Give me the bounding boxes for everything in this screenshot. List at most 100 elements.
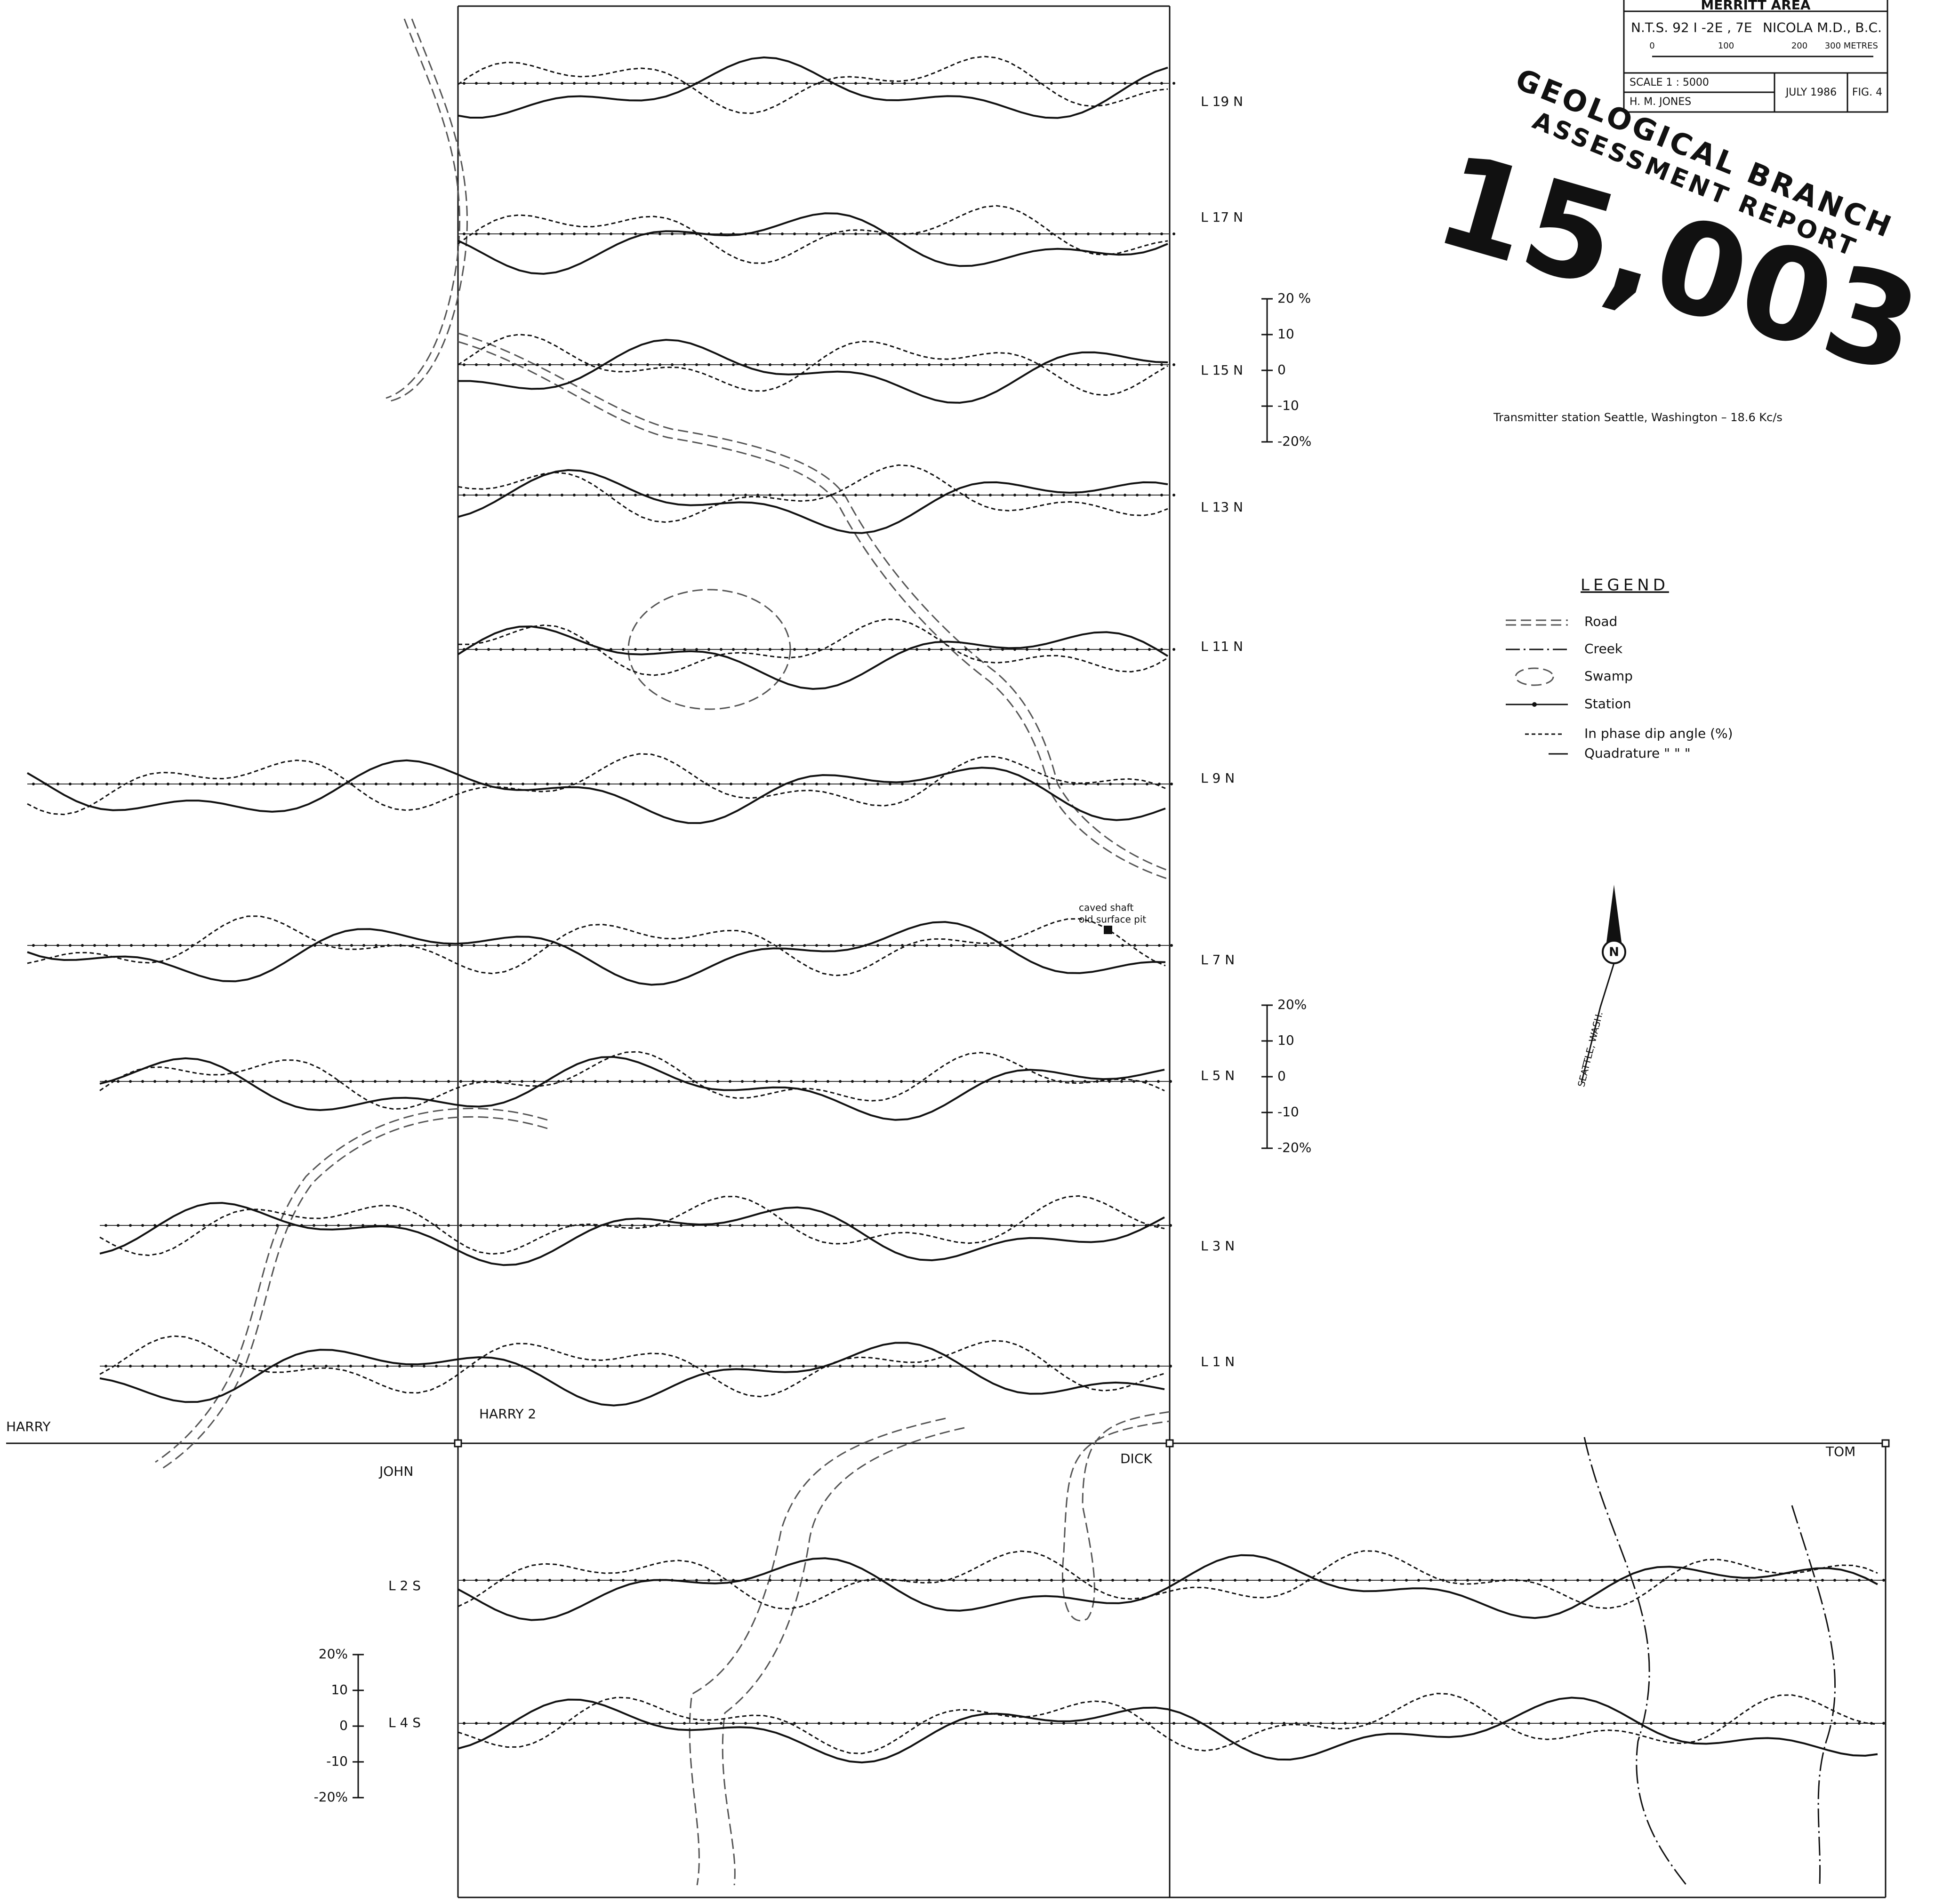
- station: [350, 944, 353, 947]
- station: [499, 1722, 502, 1725]
- station: [463, 232, 466, 235]
- station: [852, 944, 855, 947]
- station: [1099, 1722, 1102, 1725]
- scale-label: 0: [339, 1718, 348, 1733]
- station: [1258, 1722, 1261, 1725]
- station: [915, 648, 918, 651]
- station: [1084, 1080, 1086, 1083]
- station: [754, 783, 757, 785]
- station: [879, 494, 882, 496]
- station: [1111, 1579, 1114, 1582]
- station: [1478, 1722, 1481, 1725]
- station: [597, 1579, 600, 1582]
- station: [1108, 1224, 1111, 1227]
- station: [570, 1224, 572, 1227]
- station: [130, 944, 133, 947]
- station: [949, 1080, 952, 1083]
- station: [386, 1365, 389, 1368]
- station: [240, 783, 243, 785]
- station: [827, 944, 830, 947]
- station: [463, 494, 466, 496]
- station: [216, 783, 218, 785]
- station: [1711, 1722, 1714, 1725]
- station: [56, 944, 59, 947]
- scale-label: -10: [1277, 1104, 1299, 1120]
- station: [524, 494, 527, 496]
- legend-item: In phase dip angle (%): [1584, 726, 1733, 741]
- station: [756, 82, 759, 85]
- line-label: L 9 N: [1201, 770, 1235, 786]
- station: [337, 1224, 340, 1227]
- station: [658, 363, 661, 366]
- station: [707, 648, 710, 651]
- station: [952, 82, 955, 85]
- station: [1846, 1579, 1848, 1582]
- station: [974, 944, 977, 947]
- station: [973, 1080, 976, 1083]
- station: [570, 944, 573, 947]
- quadrature-profile: [27, 922, 1165, 985]
- station: [548, 1579, 551, 1582]
- shaft-note: old surface pit: [1079, 914, 1146, 925]
- station: [680, 1224, 682, 1227]
- station: [952, 363, 955, 366]
- station: [594, 1365, 597, 1368]
- station: [1099, 1579, 1102, 1582]
- station: [928, 232, 931, 235]
- station: [1010, 1365, 1013, 1368]
- station: [203, 944, 206, 947]
- station: [707, 363, 710, 366]
- station: [1087, 82, 1090, 85]
- station: [203, 783, 206, 785]
- station: [900, 1365, 903, 1368]
- station: [781, 82, 784, 85]
- station: [815, 944, 818, 947]
- station: [658, 494, 661, 496]
- station: [1246, 1722, 1249, 1725]
- shaft: [1104, 926, 1112, 934]
- station: [583, 783, 586, 785]
- station: [522, 783, 524, 785]
- station: [1026, 648, 1028, 651]
- station: [448, 783, 451, 785]
- line-label: L 7 N: [1201, 952, 1235, 968]
- station: [524, 363, 527, 366]
- station: [802, 1080, 805, 1083]
- station: [1132, 1365, 1135, 1368]
- station: [301, 944, 304, 947]
- station: [867, 82, 869, 85]
- station: [484, 1365, 487, 1368]
- station: [1858, 1722, 1861, 1725]
- station: [961, 1224, 964, 1227]
- station: [277, 944, 280, 947]
- station: [1846, 1722, 1848, 1725]
- scale-label: -20%: [1277, 1140, 1311, 1155]
- station: [818, 1579, 820, 1582]
- station: [1613, 1722, 1616, 1725]
- station: [928, 1722, 931, 1725]
- station: [851, 1080, 854, 1083]
- station: [1111, 232, 1114, 235]
- station: [337, 1365, 340, 1368]
- station: [81, 944, 84, 947]
- station: [644, 783, 647, 785]
- scale-label: 0: [1277, 362, 1286, 377]
- quadrature-profile: [458, 57, 1168, 118]
- station: [646, 363, 649, 366]
- station: [622, 82, 625, 85]
- station: [938, 783, 940, 785]
- station: [178, 1224, 181, 1227]
- station: [1146, 944, 1148, 947]
- station: [215, 1365, 217, 1368]
- station: [167, 944, 169, 947]
- station: [1071, 1365, 1074, 1368]
- station: [693, 783, 696, 785]
- station: [1270, 1722, 1273, 1725]
- station: [1882, 1579, 1885, 1582]
- station: [130, 783, 133, 785]
- line-label: L 15 N: [1201, 362, 1243, 378]
- station: [720, 82, 723, 85]
- station: [1368, 1579, 1371, 1582]
- scale-tick: 300 METRES: [1825, 41, 1878, 51]
- station: [533, 1365, 536, 1368]
